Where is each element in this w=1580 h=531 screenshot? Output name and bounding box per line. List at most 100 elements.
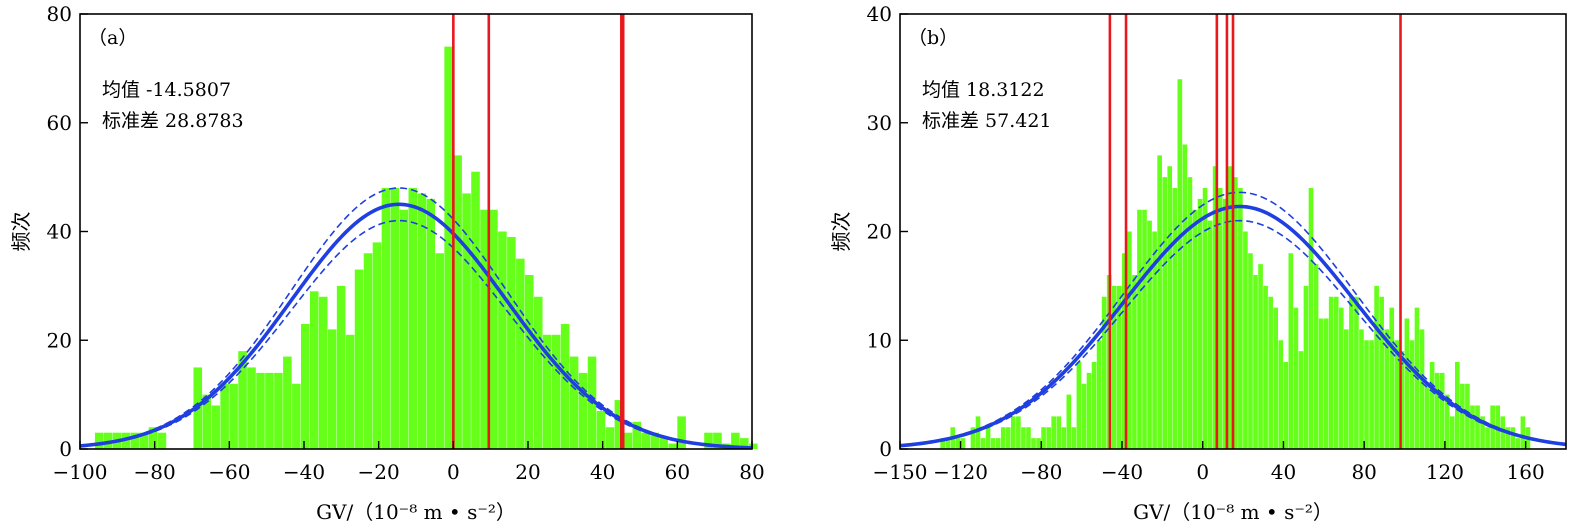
panel-b-histogram-bar: [1444, 394, 1450, 450]
panel-a-histogram-bar: [202, 394, 212, 450]
panel-a-histogram-bar: [426, 198, 436, 449]
panel-a-histogram-bar: [749, 443, 758, 449]
panel-b-y-tick-label: 20: [867, 220, 892, 244]
panel-a-histogram-bar: [713, 432, 722, 449]
panel-b-histogram-bar: [990, 438, 996, 450]
panel-b-x-tick-label: 160: [1507, 460, 1545, 484]
panel-a-histogram-bar: [614, 400, 624, 449]
panel-a-histogram-bar: [542, 334, 552, 449]
panel-b-histogram-bar: [1328, 296, 1334, 449]
panel-a-fit-curves: [79, 187, 753, 450]
panel-b-histogram-bar: [1177, 79, 1183, 449]
panel-b-histogram-bar: [1011, 416, 1016, 450]
panel-b-histogram-bar: [1233, 177, 1238, 450]
panel-b-histogram-bar: [1283, 362, 1289, 449]
panel-b-histogram-bar: [1152, 231, 1157, 449]
panel-b-histogram-bar: [1227, 166, 1233, 449]
panel-b-histogram-bar: [1303, 285, 1309, 450]
panel-b-histogram-bar: [1217, 188, 1223, 449]
panel-a-y-tick-label: 20: [47, 328, 72, 352]
panel-b-histogram-bar: [1076, 362, 1082, 449]
panel-b-x-tick-label: −120: [933, 460, 988, 484]
panel-b-histogram-bar: [1081, 383, 1087, 449]
panel-b-histogram-bar: [1510, 427, 1516, 449]
panel-b-histogram-bar: [1298, 351, 1304, 450]
panel-a-histogram-bar: [292, 383, 301, 449]
panel-b-histogram-bar: [1187, 177, 1193, 450]
panel-b-histogram-bar: [1026, 427, 1031, 449]
panel-b-y-tick-label: 10: [867, 328, 892, 352]
panel-a-histogram-bar: [677, 416, 686, 450]
panel-b-histogram-bar: [1222, 198, 1228, 449]
panel-a-bars: [94, 46, 758, 450]
panel-b-histogram-bar: [1515, 438, 1521, 450]
panel-b-y-tick-label: 40: [867, 2, 892, 26]
panel-a-y-tick-label: 40: [47, 220, 72, 244]
panel-a-histogram-bar: [274, 372, 283, 450]
panel-b-histogram-bar: [1485, 427, 1490, 449]
panel-b-histogram-bar: [1344, 329, 1349, 450]
panel-b-histogram-bar: [1500, 416, 1506, 450]
panel-a-histogram-bar: [345, 334, 355, 449]
panel-a-histogram-bar: [569, 356, 579, 449]
panel-a-histogram-bar: [408, 188, 418, 449]
panel-b-histogram-bar: [1349, 296, 1354, 449]
panel-a-histogram-bar: [318, 296, 328, 449]
panel-b-histogram-bar: [1212, 166, 1218, 449]
panel-a-histogram-bar: [471, 171, 480, 449]
panel-a-histogram-bar: [740, 438, 749, 450]
panel-b-histogram-bar: [1238, 188, 1243, 449]
panel-b-x-tick-label: 120: [1426, 460, 1464, 484]
panel-b-histogram-bar: [1323, 318, 1329, 449]
panel-b-histogram-bar: [1384, 329, 1390, 450]
panel-b-x-tick-label: 40: [1271, 460, 1296, 484]
panel-a-x-ticks: −100 −80 −60 −40 −20 0 20 40 60 80: [53, 441, 765, 484]
panel-b-histogram-bar: [1480, 416, 1485, 450]
panel-b-x-tick-label: −40: [1101, 460, 1143, 484]
panel-b-histogram-bar: [1016, 416, 1021, 450]
panel-b-histogram-bar: [1111, 285, 1117, 450]
panel-b-histogram-bar: [1394, 340, 1400, 449]
panel-b-histogram-bar: [975, 416, 981, 450]
panel-a-histogram-bar: [435, 253, 444, 449]
panel-b-histogram-bar: [1137, 209, 1142, 449]
panel-b-std-annotation: 标准差 57.421: [922, 110, 1052, 132]
panel-b-histogram-bar: [1429, 362, 1435, 449]
panel-b-histogram-bar: [1404, 318, 1410, 449]
panel-b-histogram-bar: [1000, 427, 1006, 449]
panel-a-histogram-bar: [498, 231, 507, 449]
panel-a-histogram-bar: [157, 432, 167, 449]
panel-b-histogram-bar: [1470, 405, 1475, 449]
panel-a-histogram-bar: [551, 334, 561, 449]
panel-b-histogram-bar: [980, 438, 986, 450]
panel-b-histogram-bar: [970, 427, 976, 449]
panel-b-histogram-bar: [1354, 296, 1359, 449]
panel-a-reference-lines: [452, 14, 625, 449]
panel-a-x-tick-label: −100: [53, 460, 108, 484]
panel-a-histogram-bar: [354, 269, 364, 449]
panel-b-histogram-bar: [1142, 209, 1147, 449]
panel-b-histogram-bar: [1162, 177, 1168, 450]
panel-a-histogram-bar: [516, 258, 525, 449]
panel-b-histogram-bar: [1520, 416, 1526, 450]
panel-b-histogram-bar: [1424, 383, 1430, 449]
panel-a-y-tick-label: 60: [47, 111, 72, 135]
panel-a-histogram-bar: [560, 323, 570, 449]
panel-a-x-tick-label: 20: [515, 460, 540, 484]
panel-b-histogram-bar: [1182, 144, 1188, 449]
panel-b-histogram-bar: [1122, 253, 1127, 449]
panel-a-x-tick-label: 80: [739, 460, 764, 484]
panel-b-histogram-bar: [1374, 285, 1379, 450]
panel-a-x-tick-label: −80: [134, 460, 176, 484]
panel-a-y-axis-label: 频次: [9, 212, 33, 252]
panel-b-histogram-bar: [1202, 188, 1208, 449]
panel-a-histogram-bar: [327, 329, 337, 450]
panel-b-reference-lines: [1108, 14, 1402, 449]
panel-b-histogram-bar: [940, 438, 946, 450]
panel-b-histogram-bar: [1192, 209, 1198, 449]
panel-a-histogram-bar: [229, 383, 238, 449]
panel-a-mean-annotation: 均值 -14.5807: [102, 79, 231, 101]
panel-b-histogram-bar: [1147, 220, 1152, 450]
